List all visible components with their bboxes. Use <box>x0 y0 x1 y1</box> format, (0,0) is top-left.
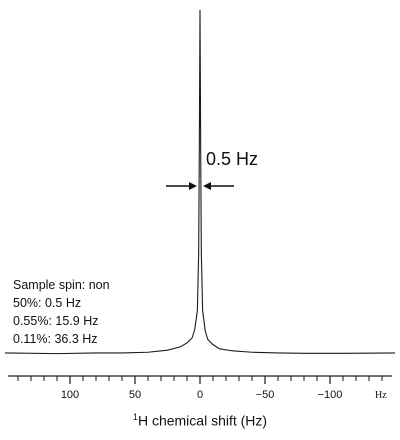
x-tick-label: 100 <box>61 389 79 401</box>
annotation-0-55-percent: 0.55%: 15.9 Hz <box>13 314 99 328</box>
x-axis-title-text: H chemical shift (Hz) <box>137 412 268 429</box>
annotation-50-percent: 50%: 0.5 Hz <box>13 296 82 310</box>
x-axis-title: 1H chemical shift (Hz) <box>0 412 400 429</box>
linewidth-arrowhead-left <box>189 182 197 190</box>
x-axis-tick-labels: 100 50 0 −50 −100 <box>61 389 343 401</box>
linewidth-arrowhead-right <box>203 182 211 190</box>
x-tick-label: −50 <box>256 389 275 401</box>
x-axis-unit-label: Hz <box>375 390 387 401</box>
x-tick-label: 0 <box>197 389 203 401</box>
linewidth-label: 0.5 Hz <box>206 149 259 169</box>
spectrum-line <box>4 9 396 355</box>
annotation-block: Sample spin: non 50%: 0.5 Hz 0.55%: 15.9… <box>13 276 110 348</box>
x-tick-label: −100 <box>318 389 343 401</box>
x-axis-title-superscript: 1 <box>132 412 138 422</box>
x-tick-label: 50 <box>129 389 141 401</box>
annotation-0-11-percent: 0.11%: 36.3 Hz <box>13 332 98 346</box>
annotation-sample-spin: Sample spin: non <box>13 278 110 292</box>
x-axis-major-ticks <box>69 376 331 384</box>
